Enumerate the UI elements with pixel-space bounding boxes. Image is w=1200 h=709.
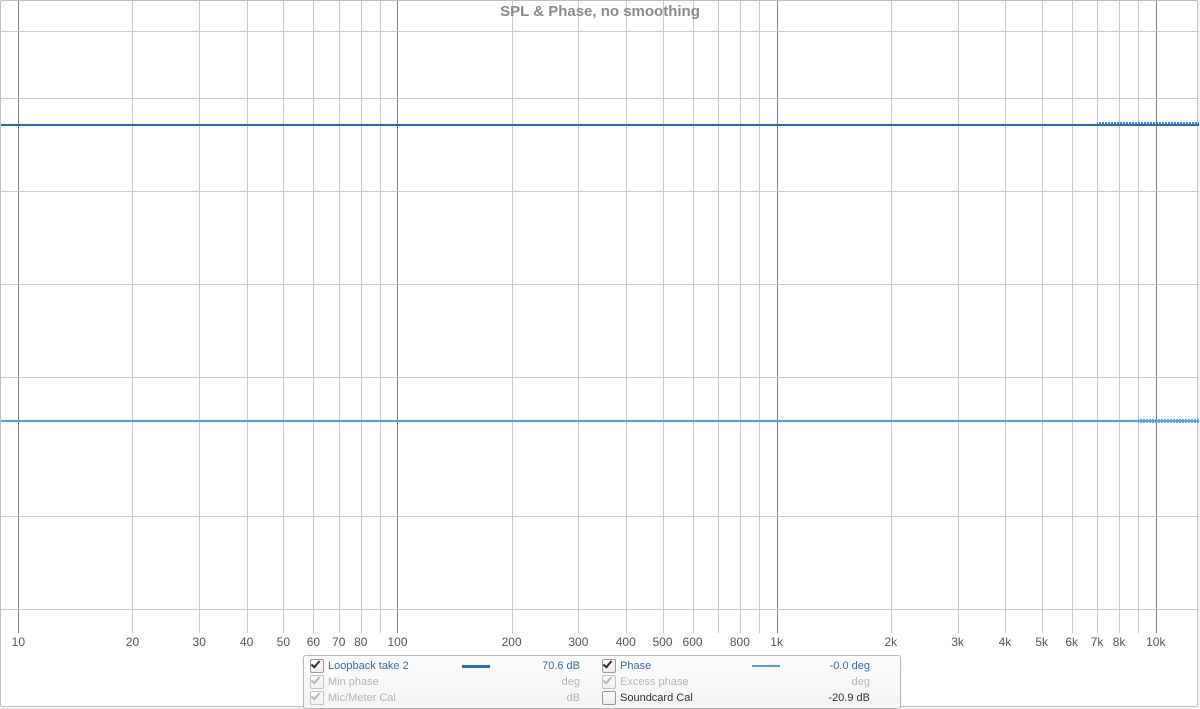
gridline-minor <box>891 1 892 633</box>
h-gridline <box>1 609 1199 610</box>
x-tick-label: 100 <box>387 635 407 649</box>
legend-minphase-label: Min phase <box>328 674 379 690</box>
gridline-minor <box>759 1 760 633</box>
checkbox-minphase <box>310 675 324 689</box>
x-tick-label: 400 <box>616 635 636 649</box>
legend-miccal-label: Mic/Meter Cal <box>328 690 396 706</box>
legend-minphase-unit: deg <box>562 674 580 690</box>
legend-excess-label: Excess phase <box>620 674 688 690</box>
gridline-minor <box>132 1 133 633</box>
checkbox-phase[interactable] <box>602 659 616 673</box>
gridline-minor <box>1005 1 1006 633</box>
x-tick-label: 50 <box>277 635 290 649</box>
h-gridline <box>1 284 1199 285</box>
h-gridline <box>1 516 1199 517</box>
legend-phase-swatch <box>752 665 780 667</box>
legend-loopback-value: 70.6 dB <box>542 658 580 674</box>
gridline-major <box>777 1 778 633</box>
x-tick-label: 10 <box>12 635 25 649</box>
x-tick-label: 500 <box>652 635 672 649</box>
legend-loopback-swatch <box>462 665 490 668</box>
gridline-minor <box>1072 1 1073 633</box>
x-axis-labels: 10 20 30 40 50 60 70 80 100 200 300 400 500 600 800 1k 2… <box>1 635 1199 651</box>
x-tick-label: 600 <box>683 635 703 649</box>
legend-excess-unit: deg <box>852 674 870 690</box>
x-tick-label: 300 <box>568 635 588 649</box>
spl-trace <box>1 124 1199 126</box>
phase-trace <box>1 420 1199 422</box>
gridline-major <box>1156 1 1157 633</box>
gridline-minor <box>626 1 627 633</box>
legend-miccal-unit: dB <box>567 690 580 706</box>
x-tick-label: 60 <box>307 635 320 649</box>
gridline-minor <box>380 1 381 633</box>
legend-panel: Loopback take 2 70.6 dB Phase -0.0 deg M… <box>303 655 901 709</box>
gridline-minor <box>958 1 959 633</box>
x-tick-label: 800 <box>730 635 750 649</box>
x-tick-label: 2k <box>884 635 897 649</box>
legend-loopback-label[interactable]: Loopback take 2 <box>328 658 409 674</box>
legend-soundcard-label[interactable]: Soundcard Cal <box>620 690 693 706</box>
gridline-minor <box>740 1 741 633</box>
gridline-minor <box>1042 1 1043 633</box>
x-tick-label: 70 <box>332 635 345 649</box>
x-tick-label: 6k <box>1065 635 1078 649</box>
gridline-minor <box>361 1 362 633</box>
gridline-minor <box>247 1 248 633</box>
gridline-minor <box>1119 1 1120 633</box>
x-tick-label: 20 <box>126 635 139 649</box>
x-tick-label: 1k <box>770 635 783 649</box>
checkbox-excess <box>602 675 616 689</box>
legend-phase-label[interactable]: Phase <box>620 658 651 674</box>
gridline-major <box>397 1 398 633</box>
gridline-minor <box>1097 1 1098 633</box>
gridline-minor <box>1138 1 1139 633</box>
x-tick-label: 30 <box>193 635 206 649</box>
gridline-minor <box>693 1 694 633</box>
x-tick-label: 8k <box>1113 635 1126 649</box>
plot-area: SPL & Phase, no smoothing <box>1 1 1199 633</box>
gridline-minor <box>512 1 513 633</box>
chart-frame: SPL & Phase, no smoothing 10 20 30 40 50 60 70… <box>0 0 1198 707</box>
x-tick-label: 80 <box>354 635 367 649</box>
gridline-minor <box>578 1 579 633</box>
checkbox-miccal <box>310 691 324 705</box>
x-tick-label: 40 <box>240 635 253 649</box>
h-gridline <box>1 191 1199 192</box>
gridline-minor <box>199 1 200 633</box>
checkbox-soundcard[interactable] <box>602 691 616 705</box>
chart-title: SPL & Phase, no smoothing <box>1 3 1199 20</box>
gridline-minor <box>339 1 340 633</box>
x-tick-label: 5k <box>1035 635 1048 649</box>
x-tick-label: 10k <box>1146 635 1165 649</box>
h-gridline <box>1 377 1199 378</box>
legend-phase-value: -0.0 deg <box>830 658 870 674</box>
gridline-minor <box>313 1 314 633</box>
gridline-minor <box>663 1 664 633</box>
x-tick-label: 200 <box>502 635 522 649</box>
x-tick-label: 3k <box>951 635 964 649</box>
legend-soundcard-value: -20.9 dB <box>828 690 870 706</box>
h-gridline <box>1 31 1199 32</box>
x-tick-label: 7k <box>1091 635 1104 649</box>
checkbox-loopback[interactable] <box>310 659 324 673</box>
h-gridline <box>1 98 1199 99</box>
gridline-major <box>18 1 19 633</box>
x-tick-label: 4k <box>999 635 1012 649</box>
gridline-minor <box>283 1 284 633</box>
gridline-minor <box>718 1 719 633</box>
